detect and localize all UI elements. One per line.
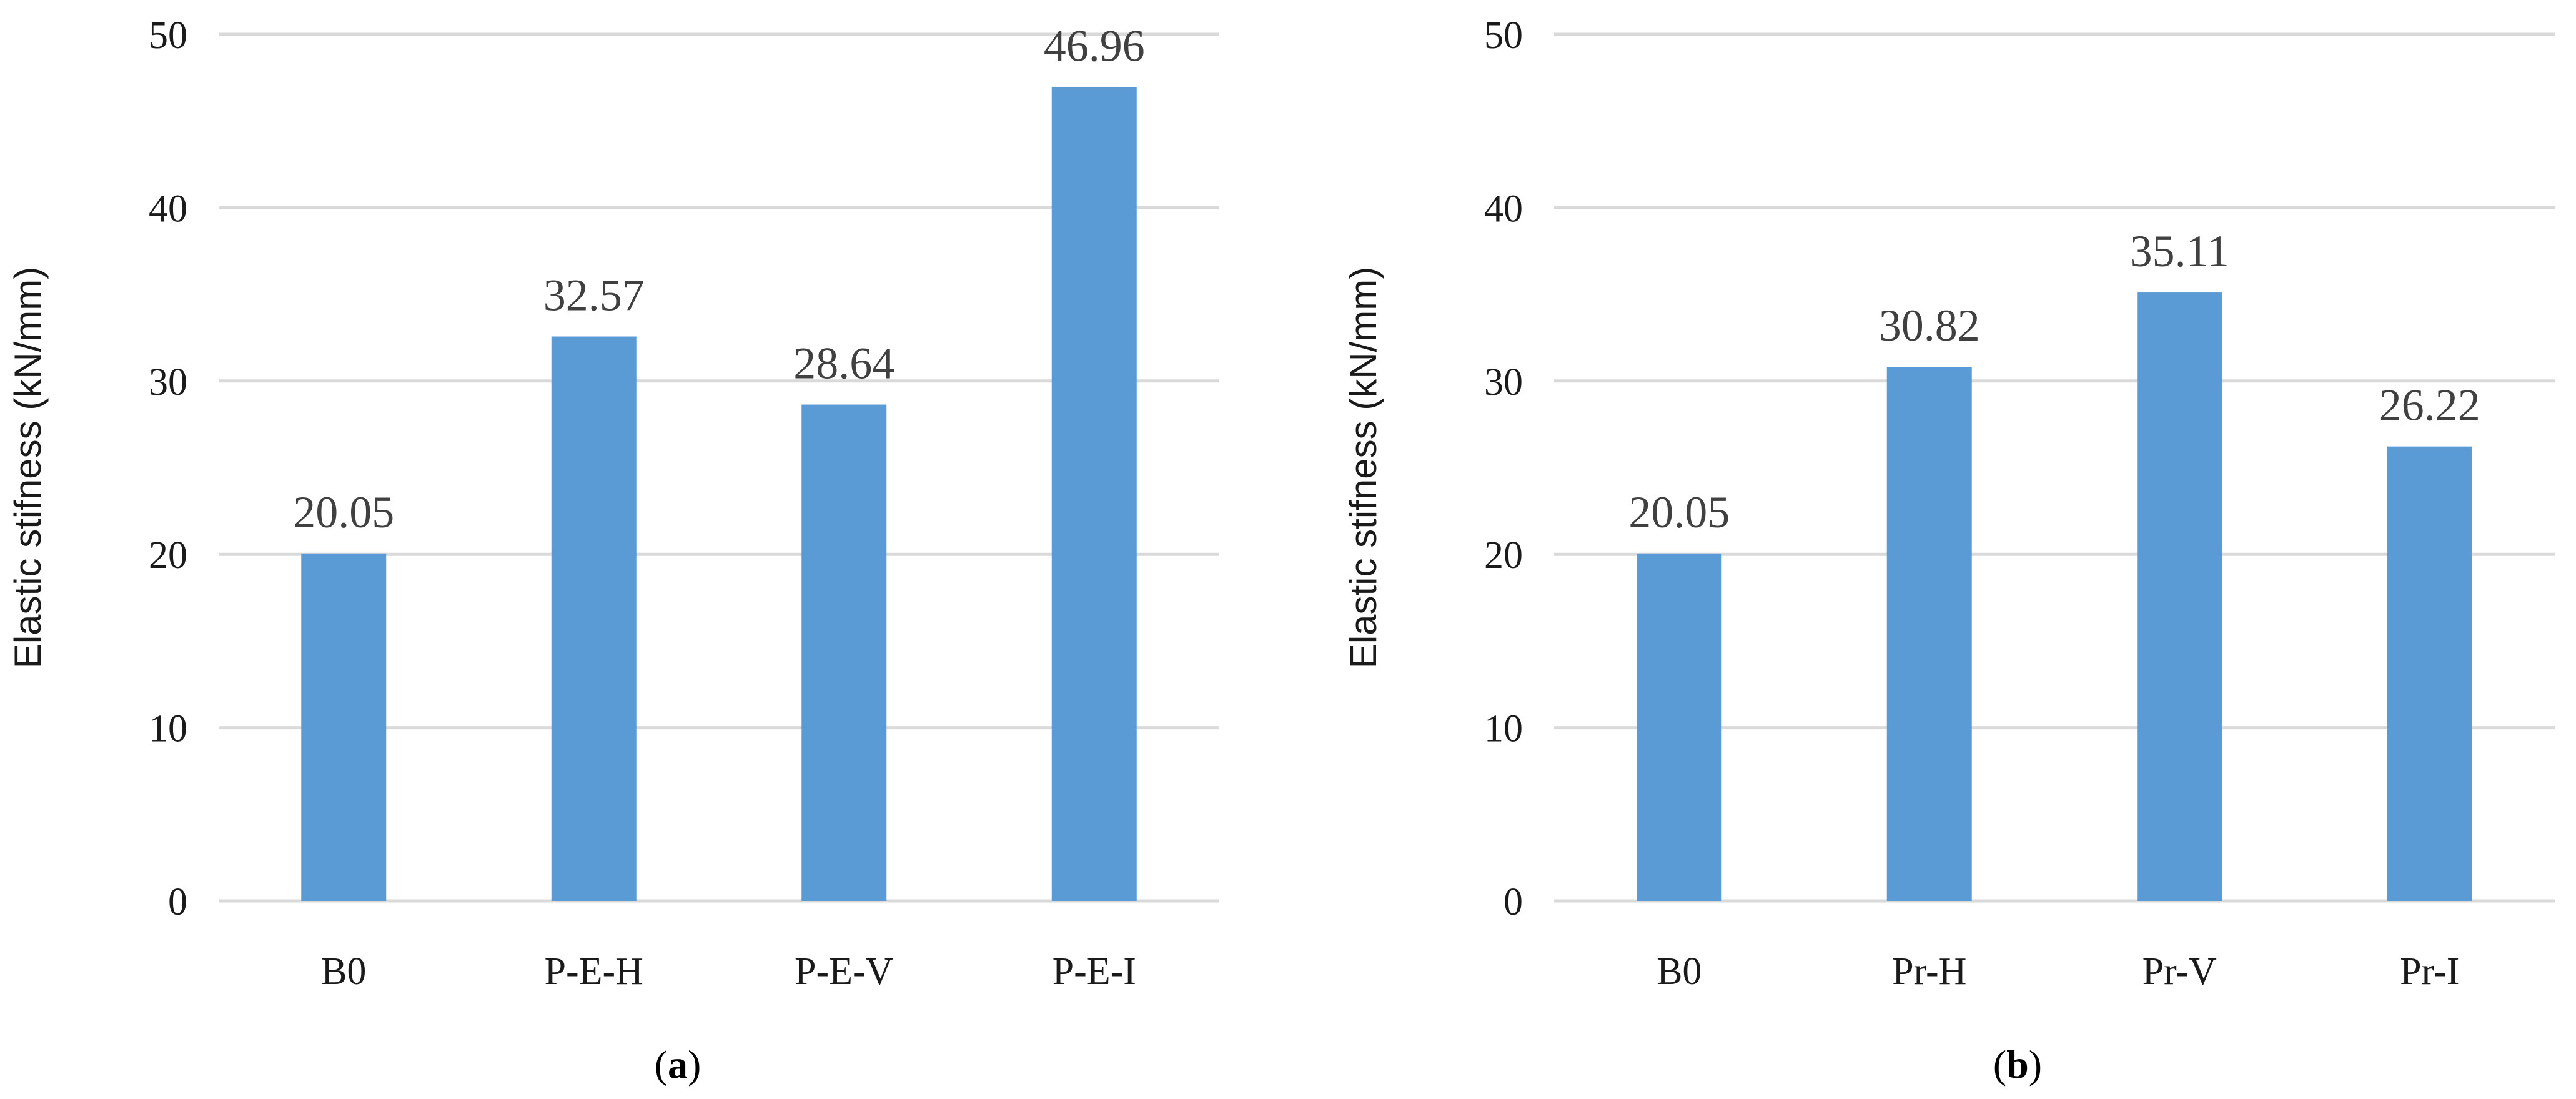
bar [801, 404, 887, 901]
y-tick-label: 40 [1484, 187, 1523, 230]
x-tick-label: B0 [321, 950, 366, 993]
x-tick-label: P-E-V [795, 950, 894, 993]
y-axis-title: Elastic stifness (kN/mm) [7, 267, 49, 669]
data-label: 20.05 [1628, 487, 1730, 537]
y-tick-label: 30 [149, 361, 187, 404]
y-tick-label: 0 [168, 881, 187, 923]
bar [1886, 367, 1972, 901]
data-label: 32.57 [543, 271, 645, 321]
data-label: 28.64 [793, 339, 894, 389]
bar [1051, 87, 1137, 902]
y-tick-label: 50 [149, 14, 187, 57]
bar [301, 553, 387, 901]
data-label: 35.11 [2130, 226, 2229, 276]
y-axis-title: Elastic stifness (kN/mm) [1342, 267, 1384, 669]
y-tick-label: 40 [149, 187, 187, 230]
x-tick-label: Pr-H [1892, 950, 1966, 993]
x-tick-label: P-E-I [1053, 950, 1136, 993]
panel-label: (b) [1993, 1042, 2042, 1087]
y-tick-label: 10 [149, 708, 187, 750]
data-label: 46.96 [1044, 21, 1145, 71]
bar [551, 336, 637, 901]
x-tick-label: Pr-I [2400, 950, 2459, 993]
data-label: 20.05 [293, 487, 394, 537]
data-label: 30.82 [1879, 301, 1980, 351]
panel-label: (a) [655, 1042, 701, 1087]
bar [2137, 292, 2222, 902]
y-tick-label: 50 [1484, 14, 1523, 57]
panel-letter: b [2006, 1042, 2029, 1087]
y-tick-label: 20 [149, 534, 187, 577]
y-tick-label: 30 [1484, 361, 1523, 404]
y-tick-label: 10 [1484, 708, 1523, 750]
y-tick-label: 0 [1503, 881, 1523, 923]
x-tick-label: Pr-V [2143, 950, 2217, 993]
x-tick-label: P-E-H [545, 950, 643, 993]
data-label: 26.22 [2379, 380, 2480, 430]
y-tick-label: 20 [1484, 534, 1523, 577]
bar [2387, 446, 2472, 901]
x-tick-label: B0 [1657, 950, 1702, 993]
panel-letter: a [668, 1042, 688, 1087]
bar [1637, 553, 1722, 901]
